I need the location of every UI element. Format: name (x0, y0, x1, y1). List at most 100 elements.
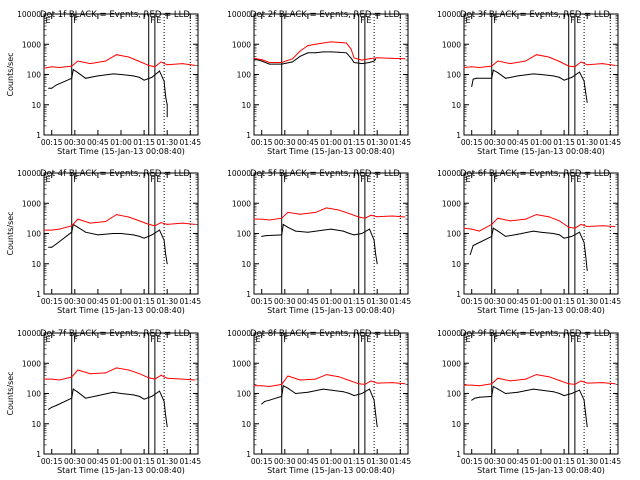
time-marker-label: F (570, 16, 575, 25)
series-point-events (165, 254, 167, 256)
series-point-events (51, 87, 53, 89)
series-line-lld (464, 374, 615, 387)
series-point-events (579, 389, 580, 391)
series-line-lld (254, 374, 405, 388)
series-point-events (338, 51, 340, 53)
x-tick-label: 01:30 (576, 457, 598, 466)
chart-title: Det 5f BLACK = Events, RED = LLD (250, 169, 400, 179)
x-tick-label: 00:15 (461, 457, 483, 466)
series-line-events (261, 223, 378, 264)
series-point-lld (253, 218, 255, 220)
series-line-events (253, 51, 377, 65)
series-point-lld (535, 54, 537, 56)
series-point-lld (376, 382, 378, 384)
series-point-lld (491, 383, 493, 385)
x-tick-label: 00:45 (507, 138, 529, 147)
series-point-lld (548, 216, 550, 218)
series-point-events (491, 395, 493, 397)
series-point-lld (471, 66, 473, 68)
series-point-events (71, 397, 73, 399)
series-point-events (497, 388, 499, 390)
series-point-lld (353, 57, 355, 59)
x-tick-label: 00:45 (87, 457, 109, 466)
x-tick-label: 01:30 (366, 138, 388, 147)
plot-frame (463, 332, 619, 455)
plot-frame (463, 172, 619, 295)
series-point-lld (548, 56, 550, 58)
series-point-lld (160, 222, 162, 224)
series-point-events (472, 78, 474, 80)
series-point-lld (58, 228, 60, 230)
chart-panel: Det 1f BLACK = Events, RED = LLD 1 10 100 10… (6, 10, 201, 156)
series-point-lld (586, 226, 588, 228)
series-point-events (120, 74, 122, 75)
series-point-events (295, 230, 297, 232)
series-point-events (163, 400, 165, 402)
series-point-lld (315, 378, 317, 380)
series-point-lld (299, 379, 301, 381)
series-point-lld (89, 63, 91, 65)
y-tick-label: 10000 (227, 10, 251, 19)
series-point-events (48, 408, 50, 410)
x-tick-label: 00:15 (41, 297, 63, 306)
y-tick-label: 1 (36, 290, 41, 299)
time-marker-label: E (466, 335, 471, 344)
series-point-events (369, 388, 370, 390)
series-point-events (369, 228, 370, 230)
series-point-lld (497, 217, 499, 219)
series-line-events (261, 385, 378, 427)
series-point-lld (148, 223, 150, 225)
x-tick-label: 00:45 (297, 297, 319, 306)
series-point-events (287, 226, 289, 228)
series-line-events (48, 68, 168, 117)
series-point-events (72, 388, 74, 390)
series-point-lld (166, 64, 168, 66)
series-point-lld (194, 379, 196, 381)
y-tick-label: 10 (31, 101, 41, 110)
series-point-events (558, 234, 560, 236)
x-tick-label: 01:45 (389, 457, 411, 466)
series-point-events (517, 233, 519, 235)
series-point-events (112, 391, 114, 393)
series-point-events (540, 231, 542, 233)
series-point-events (361, 63, 363, 65)
series-point-lld (281, 383, 283, 385)
series-point-lld (370, 214, 372, 216)
series-point-lld (338, 209, 340, 211)
y-tick-label: 10000 (17, 169, 41, 178)
time-marker-label: E (46, 175, 51, 184)
time-marker-label: F (493, 16, 498, 25)
series-line-events (469, 227, 588, 271)
series-point-lld (160, 61, 162, 63)
series-point-events (132, 234, 134, 236)
series-point-events (478, 396, 480, 398)
series-point-events (472, 245, 474, 247)
series-point-events (505, 235, 507, 237)
series-point-events (85, 397, 87, 399)
series-point-events (166, 104, 168, 106)
series-point-lld (404, 216, 406, 218)
series-point-events (345, 52, 347, 54)
series-point-lld (568, 383, 570, 385)
x-tick-label: 01:45 (179, 138, 201, 147)
series-point-events (571, 393, 573, 394)
x-tick-label: 00:45 (297, 138, 319, 147)
y-tick-label: 10 (241, 420, 251, 429)
series-point-events (375, 58, 377, 60)
series-point-lld (77, 218, 79, 220)
series-point-events (151, 234, 153, 236)
y-tick-label: 1000 (442, 199, 461, 208)
x-tick-label: 01:30 (156, 138, 178, 147)
series-point-events (261, 403, 263, 405)
chart-panel: Det 3f BLACK = Events, RED = LLD 1 10 100 10… (437, 10, 621, 156)
series-point-events (373, 239, 375, 241)
series-point-lld (509, 63, 511, 65)
x-tick-label: 01:45 (599, 457, 621, 466)
series-point-events (563, 237, 565, 239)
series-point-events (540, 74, 542, 75)
series-point-lld (77, 369, 79, 371)
series-point-events (330, 228, 332, 230)
series-point-events (505, 393, 507, 394)
y-tick-label: 100 (237, 71, 252, 80)
series-point-events (143, 237, 145, 239)
